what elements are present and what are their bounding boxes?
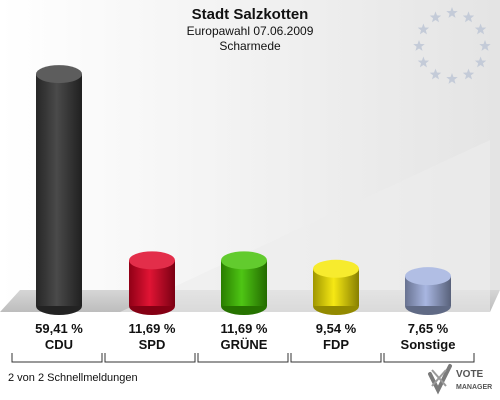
chart-district: Scharmede [219, 39, 281, 53]
eu-star [474, 56, 487, 68]
category-label: GRÜNE [221, 337, 268, 352]
axis-tick-bracket [383, 353, 475, 363]
eu-star [417, 23, 430, 35]
axis-tick-bracket [290, 353, 382, 363]
eu-star [446, 7, 458, 18]
eu-star [429, 68, 442, 80]
eu-star [462, 68, 475, 80]
axis-tick-bracket [104, 353, 196, 363]
axis-tick-bracket [197, 353, 289, 363]
footer-note: 2 von 2 Schnellmeldungen [8, 372, 138, 384]
bar-top [129, 251, 175, 270]
brand-manager: MANAGER [456, 384, 492, 391]
bar-top [405, 267, 451, 286]
brand-vote: VOTE [456, 369, 484, 380]
category-label: Sonstige [401, 337, 456, 352]
value-label: 11,69 % [221, 321, 268, 336]
bar-sonstige [405, 267, 451, 315]
value-label: 7,65 % [408, 321, 449, 336]
eu-stars-icon [413, 7, 491, 84]
eu-star [413, 40, 425, 51]
vote-manager-logo-icon: VOTE MANAGER [428, 364, 492, 395]
chart-title: Stadt Salzkotten [192, 6, 309, 23]
category-label: SPD [139, 337, 166, 352]
chart-subtitle: Europawahl 07.06.2009 [187, 24, 314, 38]
category-label: CDU [45, 337, 73, 352]
value-label: 9,54 % [316, 321, 357, 336]
bar-cdu [36, 65, 82, 315]
bar-top [313, 259, 359, 278]
bar-body [36, 74, 82, 307]
bar-top [221, 251, 267, 270]
eu-star [429, 11, 442, 23]
bar-top [36, 65, 82, 84]
category-label: FDP [323, 337, 349, 352]
eu-star [474, 23, 487, 35]
eu-star [417, 56, 430, 68]
bar-spd [129, 251, 175, 315]
value-label: 59,41 % [35, 321, 83, 336]
value-label: 11,69 % [129, 321, 176, 336]
eu-star [446, 73, 458, 84]
bar-fdp [313, 259, 359, 315]
eu-star [479, 40, 491, 51]
axis-tick-bracket [11, 353, 103, 363]
category-axis [11, 353, 475, 363]
eu-star [462, 11, 475, 23]
bar-grüne [221, 251, 267, 315]
chart-shadow-wedge [30, 140, 490, 312]
